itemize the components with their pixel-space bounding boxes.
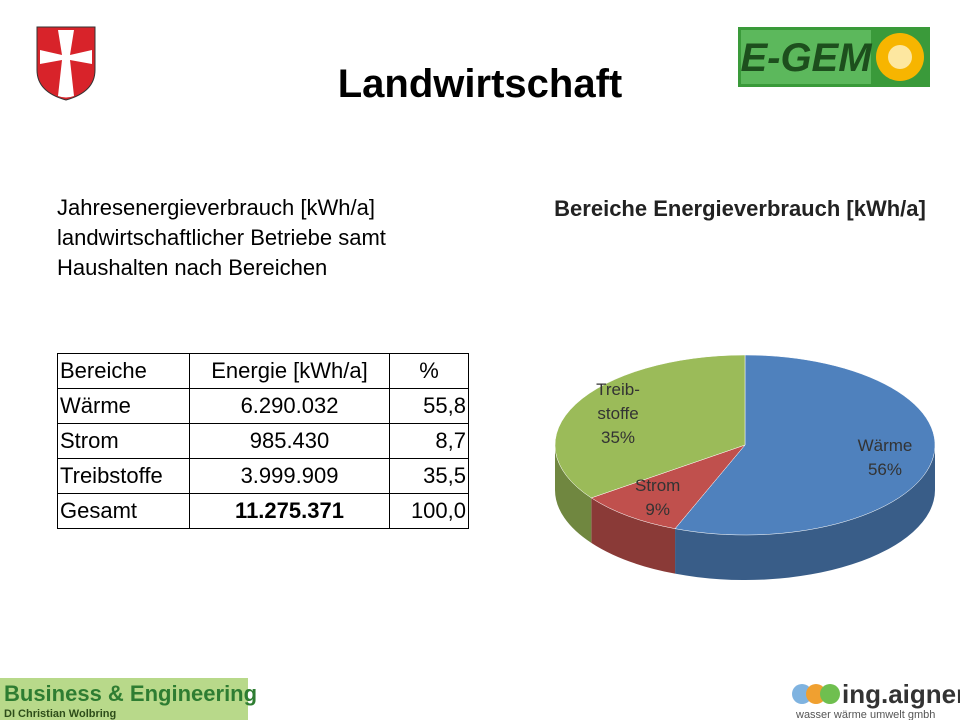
business-name: Business & Engineering	[4, 681, 257, 706]
intro-text: Jahresenergieverbrauch [kWh/a] landwirts…	[57, 195, 386, 280]
pie-side	[675, 445, 935, 580]
aigner-name: ing.aigner	[842, 679, 960, 709]
table-cell: 100,0	[389, 493, 469, 529]
pie-slice	[590, 444, 746, 529]
chart-title: Bereiche Energieverbrauch [kWh/a]	[554, 196, 926, 221]
pie-category: Treib- stoffe	[596, 380, 640, 424]
table-row: Wärme 6.290.032 55,8	[57, 388, 469, 424]
table-cell: Strom	[57, 423, 190, 459]
table-cell: 11.275.371	[189, 493, 390, 529]
aigner-tagline: wasser wärme umwelt gmbh	[795, 709, 935, 720]
table-cell: 6.290.032	[189, 388, 390, 424]
table-row: Strom 985.430 8,7	[57, 423, 469, 459]
pie-value-label: 9%	[645, 500, 670, 520]
pie-category: Strom	[634, 476, 681, 496]
table-cell: Gesamt	[57, 493, 190, 529]
table-cell: Wärme	[57, 388, 190, 424]
table-cell: 3.999.909	[189, 458, 390, 494]
egem-text: E-GEM	[740, 36, 873, 80]
table-cell: 55,8	[389, 388, 469, 424]
business-logo: Business & Engineering DI Christian Wolb…	[0, 678, 257, 720]
business-person: DI Christian Wolbring	[4, 708, 116, 720]
table-cell: 8,7	[389, 423, 469, 459]
pie-chart	[554, 354, 936, 580]
slide-title: Landwirtschaft	[337, 62, 623, 106]
pie-side	[591, 497, 676, 574]
table-row: Treibstoffe 3.999.909 35,5	[57, 458, 469, 494]
table-cell: 985.430	[189, 423, 390, 459]
pie-label: Wärme 56%	[835, 434, 935, 482]
table-cell: %	[389, 353, 469, 389]
egem-logo: E-GEM	[738, 27, 930, 87]
aigner-logo: ing.aigner wasser wärme umwelt gmbh	[792, 679, 960, 720]
pie-value-label: 56%	[867, 459, 902, 479]
pie-label: Treib- stoffe 35%	[568, 378, 668, 450]
pie-slice	[554, 354, 746, 499]
pie-label: Strom 9%	[608, 474, 708, 522]
coat-of-arms	[36, 26, 96, 101]
pie-side	[555, 445, 592, 543]
table-cell: Energie [kWh/a]	[189, 353, 390, 389]
table-cell: Bereiche	[57, 353, 190, 389]
pie-value-label: 35%	[601, 428, 636, 448]
energy-table: Bereiche Energie [kWh/a]% Wärme 6.290.032 55…	[57, 353, 469, 529]
table-row: Bereiche Energie [kWh/a]%	[57, 353, 469, 389]
pie-slice	[674, 354, 936, 536]
table-cell: Treibstoffe	[57, 458, 190, 494]
table-cell: 35,5	[389, 458, 469, 494]
table-row: Gesamt 11.275.371 100,0	[57, 493, 469, 529]
pie-category: Wärme	[857, 435, 913, 455]
